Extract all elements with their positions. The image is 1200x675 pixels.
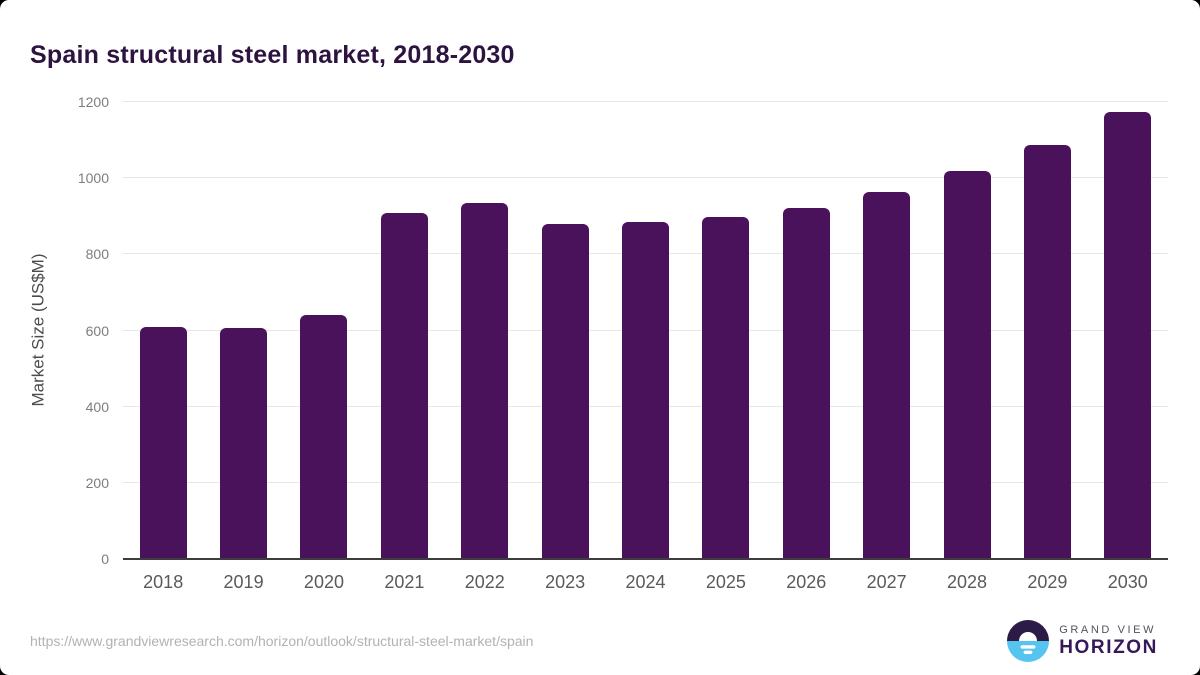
x-tick-label-2030: 2030 — [1107, 572, 1148, 592]
logo-reflection-line-1 — [1020, 645, 1036, 649]
x-tick-label-2019: 2019 — [223, 572, 264, 592]
x-tick-label-2027: 2027 — [866, 572, 907, 592]
logo-text-horizon: HORIZON — [1059, 636, 1158, 658]
y-tick-label-800: 800 — [85, 246, 109, 263]
plot-area: 0 200 400 600 800 1000 1200 2018 2019 2020 2021 202… — [78, 94, 1168, 592]
y-axis-title: Market Size (US$M) — [28, 253, 48, 407]
bar-2023[interactable] — [541, 223, 589, 559]
logo-sun-dome — [1019, 632, 1038, 641]
x-tick-label-2025: 2025 — [705, 572, 746, 592]
bar-2026[interactable] — [782, 207, 830, 559]
bar-2027[interactable] — [863, 191, 911, 559]
grand-view-horizon-logo: GRAND VIEW HORIZON — [1006, 619, 1158, 663]
bar-2030[interactable] — [1104, 111, 1152, 559]
x-tick-label-2018: 2018 — [143, 572, 184, 592]
logo-text-grand-view: GRAND VIEW — [1059, 623, 1157, 636]
logo-sky-half — [1007, 620, 1050, 641]
bar-2020[interactable] — [300, 315, 348, 559]
y-tick-label-400: 400 — [85, 398, 109, 415]
x-tick-label-2028: 2028 — [947, 572, 988, 592]
horizon-sunrise-icon — [1007, 620, 1050, 662]
y-tick-label-600: 600 — [85, 322, 109, 339]
y-tick-label-1000: 1000 — [77, 170, 109, 187]
bar-2018[interactable] — [139, 327, 187, 559]
source-url: https://www.grandviewresearch.com/horizo… — [30, 633, 534, 649]
x-tick-label-2026: 2026 — [786, 572, 827, 592]
logo-reflection-line-2 — [1023, 650, 1033, 654]
x-tick-label-2022: 2022 — [464, 572, 505, 592]
gridline-1000 — [123, 177, 1168, 179]
y-tick-label-0: 0 — [101, 551, 109, 567]
gridline-1200 — [123, 101, 1168, 102]
chart-title: Spain structural steel market, 2018-2030 — [30, 40, 515, 69]
bar-2019[interactable] — [220, 327, 268, 559]
x-tick-label-2029: 2029 — [1027, 572, 1068, 592]
y-tick-label-200: 200 — [85, 474, 109, 491]
x-tick-label-2024: 2024 — [625, 572, 666, 592]
logo-text: GRAND VIEW HORIZON — [1059, 624, 1158, 659]
bar-2024[interactable] — [622, 222, 669, 559]
bar-2022[interactable] — [461, 202, 509, 559]
x-tick-label-2020: 2020 — [303, 572, 344, 592]
x-tick-label-2021: 2021 — [384, 572, 425, 592]
y-tick-label-1200: 1200 — [77, 94, 109, 110]
x-tick-label-2023: 2023 — [545, 572, 586, 592]
bar-2029[interactable] — [1023, 144, 1071, 559]
bar-2028[interactable] — [943, 170, 991, 559]
bar-2021[interactable] — [380, 212, 428, 559]
bar-2025[interactable] — [702, 217, 750, 559]
x-axis-line — [123, 558, 1168, 560]
